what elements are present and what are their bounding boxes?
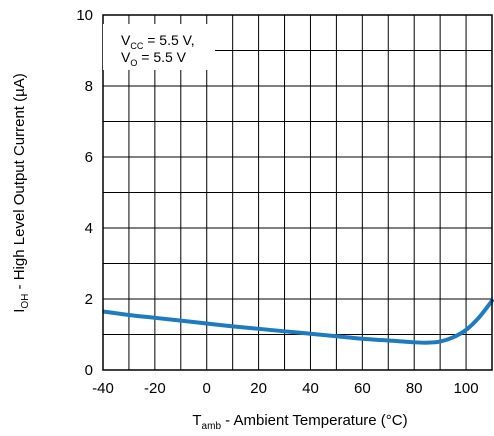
chart-grid — [103, 15, 492, 370]
chart-frame-layer — [102, 14, 493, 371]
x-tick-label: -20 — [144, 380, 166, 397]
x-tick-label: 40 — [302, 380, 319, 397]
x-tick-label: 0 — [203, 380, 211, 397]
x-tick-label: -40 — [92, 380, 114, 397]
x-tick-label: 80 — [406, 380, 423, 397]
y-axis-title: IOH - High Level Output Current (µA) — [11, 73, 31, 313]
y-tick-label: 10 — [76, 7, 93, 24]
x-axis-title: Tamb - Ambient Temperature (°C) — [192, 412, 407, 432]
y-tick-label: 8 — [85, 78, 93, 95]
y-tick-label: 4 — [85, 220, 93, 237]
annotation-background — [103, 24, 215, 70]
annotation-line-2: VO = 5.5 V — [121, 49, 187, 68]
annotation: VCC = 5.5 V, VO = 5.5 V — [103, 24, 215, 70]
x-tick-label: 20 — [250, 380, 267, 397]
annotation-line-1: VCC = 5.5 V, — [121, 32, 195, 51]
series-line-0 — [103, 298, 494, 345]
chart-tick-labels: -40 -20 0 20 40 60 80 100 0 2 4 6 8 10 — [76, 7, 478, 397]
plot-frame — [102, 14, 493, 371]
x-tick-label: 100 — [454, 380, 479, 397]
x-tick-label: 60 — [354, 380, 371, 397]
y-tick-label: 6 — [85, 149, 93, 166]
y-tick-label: 0 — [85, 362, 93, 379]
chart-series-layer — [103, 298, 494, 345]
y-tick-label: 2 — [85, 291, 93, 308]
